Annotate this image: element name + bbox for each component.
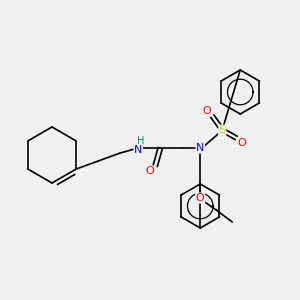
Text: N: N [196, 143, 204, 153]
Text: H: H [136, 136, 144, 146]
Text: O: O [146, 166, 154, 176]
Text: N: N [134, 145, 142, 155]
Text: O: O [238, 138, 247, 148]
Text: O: O [203, 106, 212, 116]
Text: O: O [196, 193, 205, 203]
Text: S: S [219, 125, 226, 135]
